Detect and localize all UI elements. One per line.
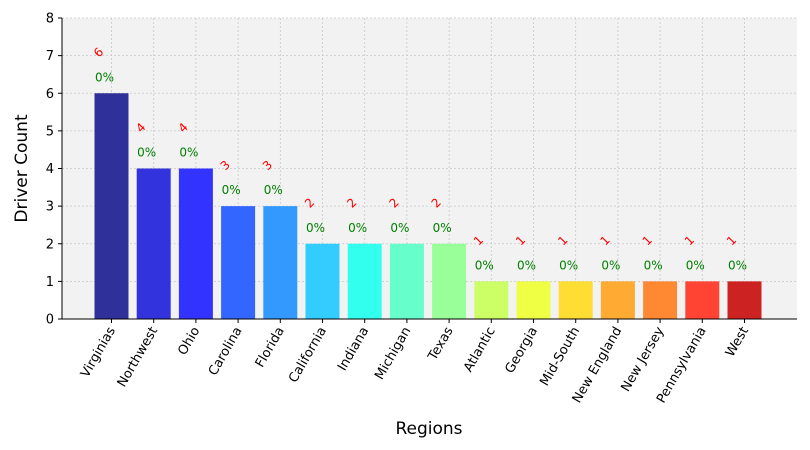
x-tick-label: West xyxy=(723,325,752,360)
bar-percent-label: 0% xyxy=(137,146,156,160)
bar-percent-label: 0% xyxy=(475,258,494,272)
bar xyxy=(305,243,340,319)
bar-percent-label: 0% xyxy=(348,221,367,235)
y-tick-label: 0 xyxy=(46,313,54,328)
bar xyxy=(643,281,678,319)
y-tick-label: 2 xyxy=(46,237,54,252)
x-tick-label: California xyxy=(286,325,330,386)
bar-percent-label: 0% xyxy=(306,221,325,235)
bar xyxy=(263,206,298,319)
bar xyxy=(178,168,213,319)
bar xyxy=(600,281,635,319)
bar-percent-label: 0% xyxy=(95,70,114,84)
bar-percent-label: 0% xyxy=(728,258,747,272)
bar xyxy=(389,243,424,319)
x-tick-label: Florida xyxy=(253,325,288,371)
x-tick-label: Atlantic xyxy=(461,325,499,375)
bar-percent-label: 0% xyxy=(222,183,241,197)
y-tick-label: 5 xyxy=(46,124,54,139)
x-tick-label: Mid-South xyxy=(537,325,583,389)
x-tick-label: Michigan xyxy=(372,325,414,383)
bar-percent-label: 0% xyxy=(517,258,536,272)
y-tick-label: 1 xyxy=(46,275,54,290)
bar xyxy=(136,168,171,319)
bar xyxy=(347,243,382,319)
bar xyxy=(474,281,509,319)
bars-group xyxy=(94,93,762,319)
x-tick-label: New Jersey xyxy=(619,324,668,394)
bar-percent-label: 0% xyxy=(433,221,452,235)
bar xyxy=(221,206,256,319)
x-tick-label: Carolina xyxy=(206,325,246,379)
bar xyxy=(727,281,762,319)
x-tick-label: Northwest xyxy=(115,325,161,390)
y-ticks-group: 0 1 2 3 4 5 6 7 8 xyxy=(46,12,62,328)
bar-percent-label: 0% xyxy=(390,221,409,235)
bar-percent-label: 0% xyxy=(644,258,663,272)
bar xyxy=(685,281,720,319)
y-tick-label: 7 xyxy=(46,49,54,64)
x-tick-label: Indiana xyxy=(335,325,372,374)
x-tick-label: Virginias xyxy=(78,324,119,380)
bar-percent-label: 0% xyxy=(264,183,283,197)
bar-percent-label: 0% xyxy=(179,146,198,160)
y-tick-label: 8 xyxy=(46,12,54,27)
bar xyxy=(94,93,129,319)
x-axis-title: Regions xyxy=(395,419,462,439)
y-tick-label: 3 xyxy=(46,200,54,215)
bar xyxy=(432,243,467,319)
bar xyxy=(516,281,551,319)
x-tick-label: Texas xyxy=(425,324,457,364)
bar xyxy=(558,281,593,319)
y-tick-label: 6 xyxy=(46,87,54,102)
bar-percent-label: 0% xyxy=(686,258,705,272)
y-tick-label: 4 xyxy=(46,162,54,177)
x-tick-label: Ohio xyxy=(175,324,203,358)
y-axis-title: Driver Count xyxy=(12,114,32,223)
x-tick-label: Georgia xyxy=(502,325,540,377)
bar-percent-label: 0% xyxy=(559,258,578,272)
bar-percent-label: 0% xyxy=(601,258,620,272)
